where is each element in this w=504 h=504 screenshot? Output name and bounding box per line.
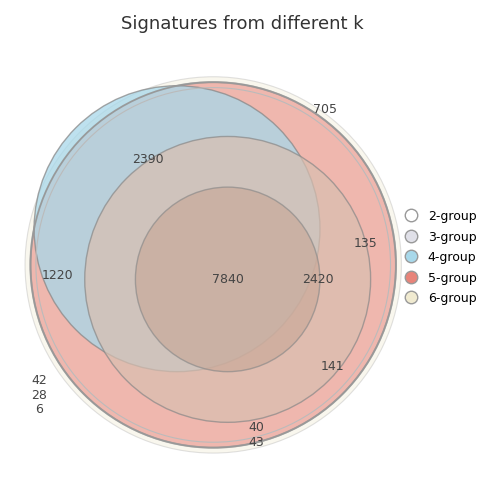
Text: 7840: 7840 (212, 273, 243, 286)
Text: 705: 705 (313, 103, 337, 116)
Text: 2420: 2420 (302, 273, 334, 286)
Circle shape (34, 86, 320, 371)
Text: 1220: 1220 (42, 269, 74, 282)
Text: 141: 141 (321, 360, 344, 373)
Circle shape (30, 82, 396, 448)
Title: Signatures from different k: Signatures from different k (121, 16, 363, 33)
Text: 6: 6 (36, 403, 43, 416)
Circle shape (136, 187, 320, 371)
Text: 28: 28 (32, 389, 47, 402)
Legend: 2-group, 3-group, 4-group, 5-group, 6-group: 2-group, 3-group, 4-group, 5-group, 6-gr… (399, 204, 483, 311)
Text: 135: 135 (353, 237, 377, 249)
Text: 42: 42 (32, 374, 47, 387)
Text: 40: 40 (248, 421, 265, 434)
Circle shape (25, 77, 401, 453)
Text: 2390: 2390 (132, 154, 164, 166)
Text: 43: 43 (249, 436, 265, 449)
Circle shape (85, 137, 370, 422)
